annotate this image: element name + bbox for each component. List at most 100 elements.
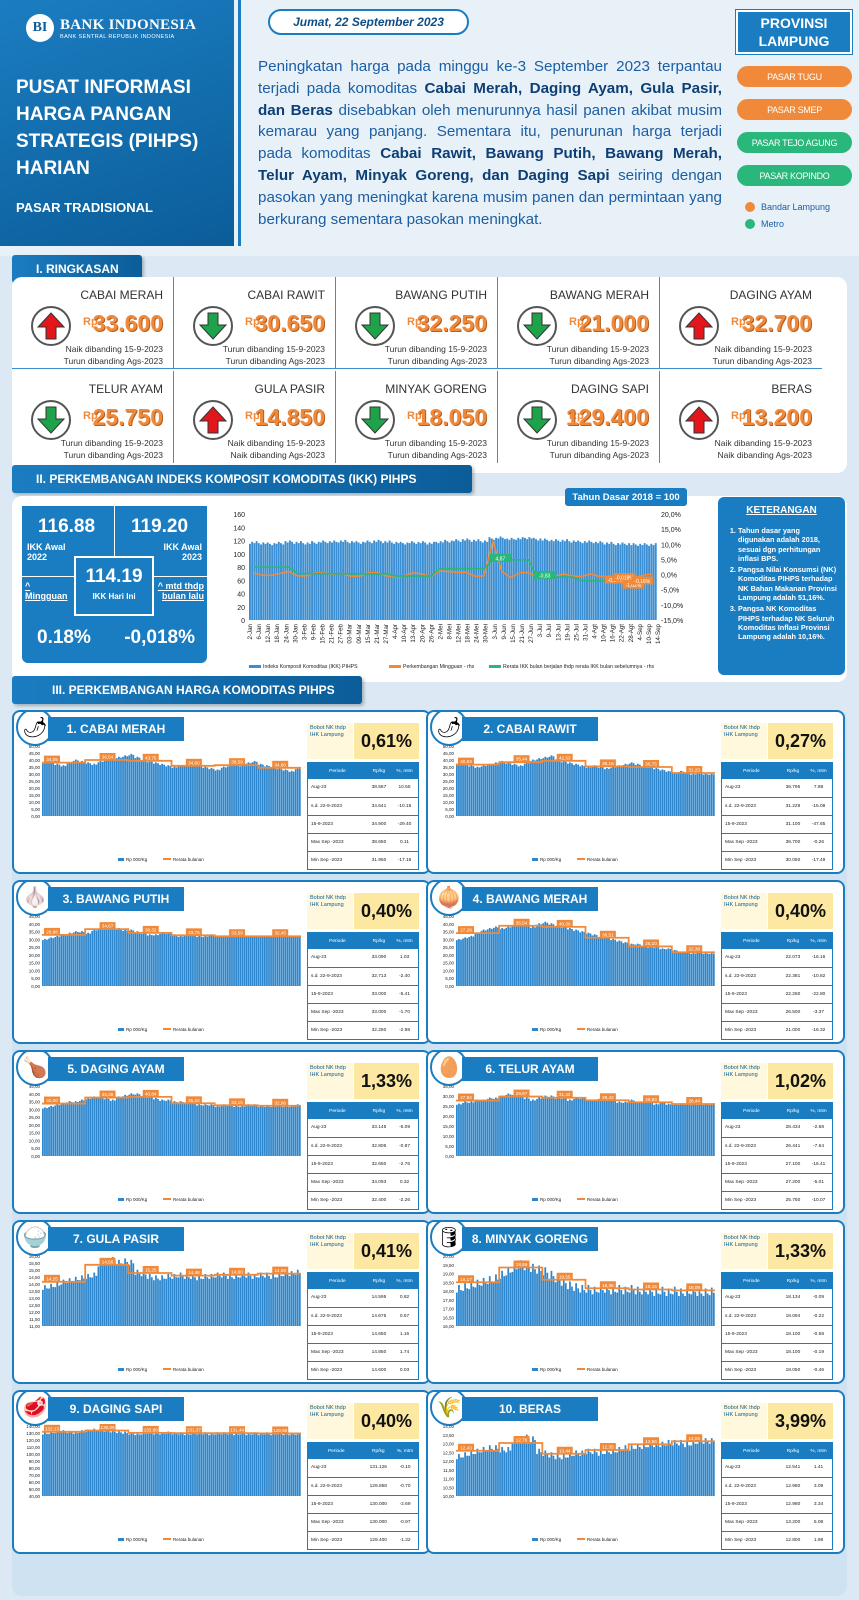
price-bar [626, 1102, 629, 1156]
price-bar [105, 1429, 108, 1496]
price-bar [264, 1277, 266, 1326]
price-bar [464, 1283, 466, 1326]
monthly-note: Naik dibanding Ags-2023 [717, 450, 812, 460]
price-bar [245, 1277, 248, 1326]
ikk-bar [319, 542, 322, 620]
commodity-panel: 🍗 5. DAGING AYAM Bobot NK thdp IHK Lampung… [12, 1050, 431, 1214]
svg-text:40,84: 40,84 [145, 1091, 157, 1096]
price-bar [153, 1099, 155, 1156]
table-row: Aug-23 36.795 7.88 [722, 779, 832, 798]
y-tick-label: 11,00 [29, 1324, 40, 1329]
svg-text:Rerata bulanan: Rerata bulanan [173, 1367, 204, 1372]
y-tick-label: 5,00 [31, 1146, 40, 1151]
price-value: 25.750 [92, 404, 163, 430]
price-bar [601, 1290, 604, 1326]
data-label: 32,96 [272, 1098, 289, 1106]
svg-text:34,60: 34,60 [274, 762, 286, 767]
price-bar [259, 763, 262, 816]
price-bar [202, 1434, 205, 1496]
price-bar [558, 759, 561, 816]
keterangan-title: KETERANGAN [746, 505, 817, 516]
table-cell: 0.57 [391, 1307, 418, 1326]
ikk-bar [439, 541, 442, 620]
price-table: Periode Rp/kg%, mtm Aug-23 33.090 1.03 s.d. 2… [307, 932, 419, 1040]
data-label: 18,66 [513, 1260, 530, 1268]
table-cell: 14.850 [366, 1343, 392, 1362]
price-bar [202, 937, 205, 986]
price-bar [671, 950, 674, 986]
price-bar [706, 1293, 709, 1326]
y-tick-label: 20,00 [443, 786, 455, 791]
price-bar [97, 1097, 100, 1156]
price-bar [144, 760, 147, 816]
table-cell: Min Sep -2023 [722, 1191, 781, 1210]
market-button[interactable]: PASAR KOPINDO [737, 165, 852, 186]
price-bar [148, 1273, 151, 1326]
price-bar [542, 1275, 545, 1326]
commodity-panel: 🌶 2. CABAI RAWIT Bobot NK thdp IHK Lampung… [426, 710, 845, 874]
arrow-up-icon [679, 400, 719, 440]
price-bar [507, 1446, 510, 1496]
svg-text:Rp 000/Kg: Rp 000/Kg [540, 1537, 562, 1542]
price-bar [468, 1102, 471, 1156]
price-bar [653, 1104, 656, 1156]
ikk-bar [255, 541, 258, 620]
price-bar [87, 1273, 89, 1326]
price-bar [241, 935, 244, 986]
price-bar [118, 927, 120, 986]
ikk-bar [311, 541, 314, 620]
commodity-chart: 50,0045,0040,0035,0030,0025,0020,0015,00… [443, 744, 715, 862]
price-bar [163, 1433, 166, 1496]
summary-card: TELUR AYAM Rp 25.750 Turun dibanding 15-9-2… [12, 371, 174, 463]
price-bar [101, 761, 104, 816]
price-bar [468, 1289, 471, 1326]
province-label: PROVINSI LAMPUNG [736, 10, 852, 54]
price-bar [573, 1455, 575, 1496]
market-button[interactable]: PASAR TUGU [737, 66, 852, 87]
price-bar [192, 762, 194, 816]
y-tick-label: 16,50 [443, 1315, 455, 1320]
price-bar [614, 1452, 617, 1496]
table-cell: 26.441 [780, 1137, 806, 1156]
price-bar [136, 756, 139, 816]
price-bar [282, 1276, 285, 1326]
table-cell: -0.22 [805, 1307, 832, 1326]
price-bar [245, 1105, 248, 1156]
price-bar [511, 1271, 514, 1326]
price-bar [157, 1098, 159, 1156]
price-bar [229, 935, 231, 986]
market-button[interactable]: PASAR SMEP [737, 99, 852, 120]
price-bar [280, 1275, 283, 1326]
price-bar [536, 924, 538, 986]
price-bar [159, 933, 161, 986]
price-bar [208, 1278, 211, 1326]
table-cell: 1.16 [391, 1325, 418, 1344]
price-bar [462, 765, 464, 816]
price-bar [89, 933, 92, 986]
data-label: 33,15 [229, 1098, 246, 1106]
price-bar [562, 760, 565, 816]
price-bar [153, 1280, 155, 1326]
avg-line [456, 1095, 715, 1105]
svg-text:25,10: 25,10 [645, 941, 657, 946]
price-bar [460, 1457, 462, 1496]
price-bar [614, 1291, 617, 1326]
table-row: Max Sep -2023 14.850 1.74 [308, 1343, 418, 1362]
price-bar [458, 938, 460, 986]
ikk-bar [450, 540, 453, 620]
price-bar [618, 765, 621, 816]
table-cell: 27.200 [780, 1173, 806, 1192]
price-bar [48, 1288, 50, 1326]
price-bar [645, 945, 647, 986]
price-bar [669, 1293, 672, 1326]
svg-text:33,75: 33,75 [188, 930, 200, 935]
price-bar [680, 951, 682, 986]
price-bar [544, 1267, 547, 1326]
ikk-awal-2023-value: 119.20 [131, 516, 189, 537]
table-cell: 22.073 [780, 949, 806, 968]
table-header: Rp/kg [780, 1103, 806, 1119]
market-button[interactable]: PASAR TEJO AGUNG [737, 132, 852, 153]
ikk-bar [577, 540, 580, 620]
ikk-bar [530, 538, 533, 620]
price-bar [105, 1097, 108, 1156]
